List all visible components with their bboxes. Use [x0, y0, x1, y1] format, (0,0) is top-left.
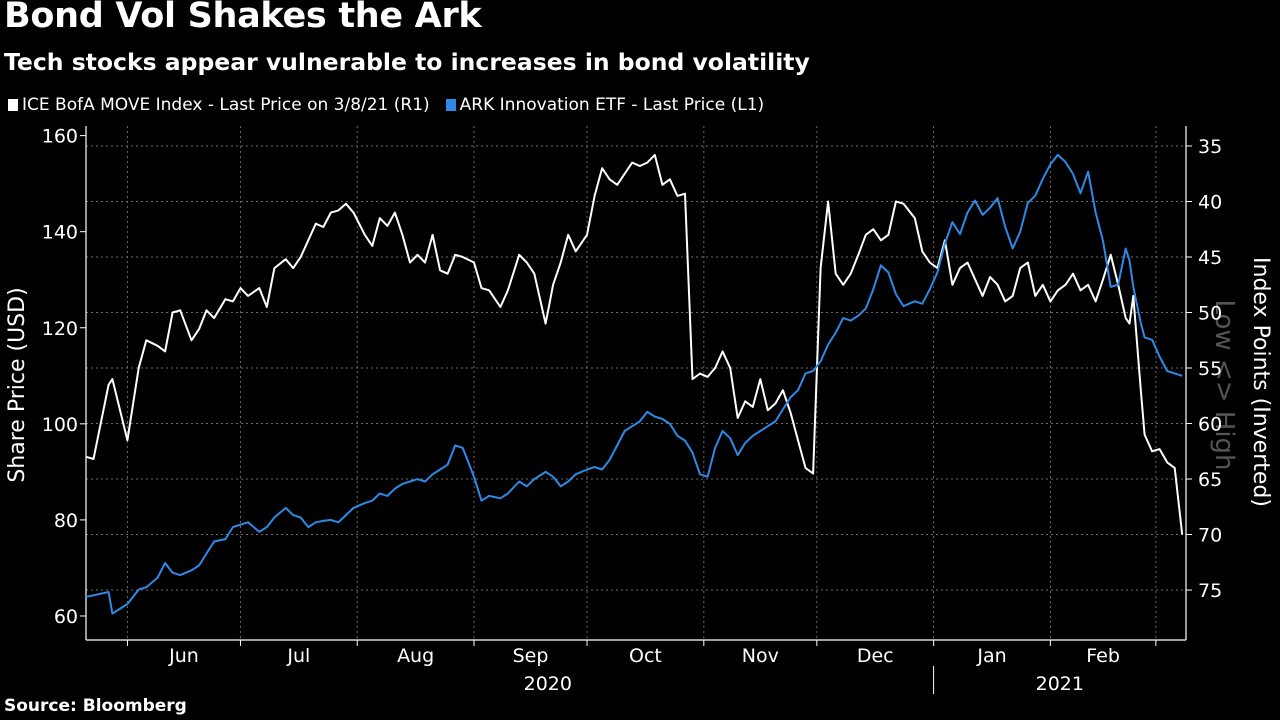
right-axis-title: Index Points (Inverted) — [1248, 257, 1273, 507]
axes-frame — [85, 126, 1187, 641]
legend-label-move: ICE BofA MOVE Index - Last Price on 3/8/… — [22, 95, 430, 115]
legend: ICE BofA MOVE Index - Last Price on 3/8/… — [8, 95, 764, 115]
left-axis-title: Share Price (USD) — [5, 287, 30, 482]
chart-subtitle: Tech stocks appear vulnerable to increas… — [4, 48, 810, 76]
source-note: Source: Bloomberg — [4, 696, 187, 716]
x-month-label: Jan — [976, 645, 1006, 667]
x-month-label: Aug — [397, 645, 434, 667]
left-tick-label: 80 — [54, 510, 78, 532]
legend-item-ark: ARK Innovation ETF - Last Price (L1) — [445, 95, 765, 115]
series-line-ark-etf — [85, 153, 1183, 615]
x-month-label: Jun — [168, 645, 199, 667]
x-month-label: Jul — [286, 645, 310, 667]
left-tick-label: 100 — [42, 414, 78, 436]
series-line-move-index — [85, 153, 1184, 535]
series-layer — [85, 153, 1184, 615]
left-tick-label: 140 — [42, 222, 78, 244]
right-axis-ticks: 35 40 45 50 55 60 65 70 75 — [1186, 136, 1222, 602]
axis-watermark: Low <> High — [1209, 299, 1239, 470]
right-tick-label: 45 — [1198, 247, 1222, 269]
right-tick-label: 55 — [1198, 358, 1222, 380]
x-month-label: Feb — [1086, 645, 1120, 667]
left-tick-label: 120 — [42, 318, 78, 340]
x-axis-ticks: Jun Jul Aug Sep Oct Nov Dec Jan Feb 2020 2021 — [126, 640, 1157, 695]
legend-swatch-move — [8, 99, 18, 111]
legend-swatch-ark — [445, 99, 456, 111]
x-month-label: Oct — [629, 645, 662, 667]
chart-title: Bond Vol Shakes the Ark — [4, 0, 482, 36]
right-tick-label: 75 — [1198, 580, 1222, 602]
x-year-label: 2020 — [524, 673, 572, 695]
left-tick-label: 160 — [42, 126, 78, 148]
left-tick-label: 60 — [54, 606, 78, 628]
legend-label-ark: ARK Innovation ETF - Last Price (L1) — [459, 95, 765, 115]
x-month-label: Sep — [513, 645, 549, 667]
right-tick-label: 70 — [1198, 525, 1222, 547]
x-month-label: Dec — [857, 645, 894, 667]
grid-lines — [86, 126, 1186, 640]
x-month-label: Nov — [742, 645, 779, 667]
left-axis-ticks: 60 80 100 120 140 160 — [42, 126, 86, 628]
right-tick-label: 60 — [1198, 414, 1222, 436]
legend-item-move: ICE BofA MOVE Index - Last Price on 3/8/… — [8, 95, 430, 115]
x-year-label: 2021 — [1036, 673, 1084, 695]
right-tick-label: 35 — [1198, 136, 1222, 158]
right-tick-label: 40 — [1198, 191, 1222, 213]
right-tick-label: 65 — [1198, 469, 1222, 491]
right-tick-label: 50 — [1198, 303, 1222, 325]
